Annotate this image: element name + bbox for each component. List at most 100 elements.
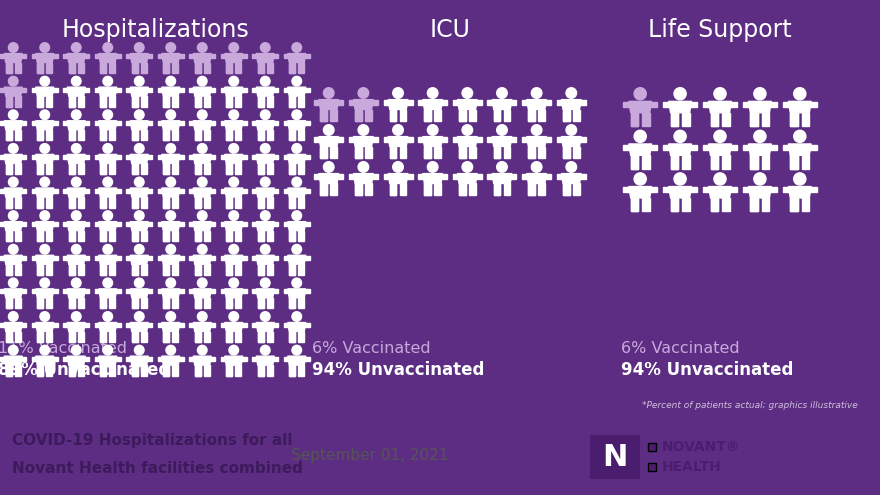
Polygon shape (100, 298, 106, 308)
Polygon shape (77, 163, 84, 174)
Polygon shape (682, 198, 690, 211)
Circle shape (292, 110, 302, 120)
Polygon shape (503, 184, 510, 195)
Polygon shape (194, 323, 211, 332)
Polygon shape (141, 231, 147, 241)
Polygon shape (6, 231, 11, 241)
Polygon shape (109, 332, 115, 342)
Polygon shape (47, 163, 52, 174)
Polygon shape (100, 332, 106, 342)
Polygon shape (235, 130, 241, 140)
Polygon shape (4, 289, 22, 298)
Polygon shape (63, 88, 90, 92)
Polygon shape (37, 163, 43, 174)
Polygon shape (435, 109, 441, 121)
Polygon shape (67, 289, 85, 298)
Polygon shape (492, 99, 512, 109)
Polygon shape (320, 184, 327, 195)
Polygon shape (32, 357, 58, 361)
Polygon shape (235, 197, 241, 207)
Polygon shape (492, 137, 512, 147)
Polygon shape (158, 189, 184, 193)
Polygon shape (47, 197, 52, 207)
Polygon shape (194, 154, 211, 163)
Polygon shape (256, 222, 275, 231)
Polygon shape (288, 222, 305, 231)
Circle shape (566, 88, 576, 99)
Circle shape (40, 144, 49, 153)
Polygon shape (189, 357, 216, 361)
Circle shape (135, 76, 144, 86)
Polygon shape (744, 145, 777, 149)
Text: 94% Unvaccinated: 94% Unvaccinated (621, 361, 794, 379)
Circle shape (166, 110, 175, 120)
Circle shape (166, 43, 175, 52)
Polygon shape (0, 121, 26, 125)
Circle shape (292, 278, 302, 288)
Polygon shape (36, 255, 54, 264)
Polygon shape (298, 332, 304, 342)
Circle shape (428, 125, 438, 135)
Polygon shape (172, 62, 179, 73)
Circle shape (103, 76, 113, 86)
Polygon shape (288, 255, 305, 264)
Text: 6% Vaccinated: 6% Vaccinated (621, 341, 740, 356)
Polygon shape (36, 87, 54, 96)
Circle shape (674, 130, 686, 143)
Polygon shape (527, 174, 546, 184)
Polygon shape (94, 88, 121, 92)
Polygon shape (708, 187, 731, 198)
Polygon shape (235, 332, 241, 342)
Polygon shape (384, 137, 413, 142)
Polygon shape (226, 163, 232, 174)
Polygon shape (77, 231, 84, 241)
Polygon shape (258, 96, 264, 106)
Polygon shape (365, 147, 371, 158)
Circle shape (566, 125, 576, 135)
Polygon shape (388, 174, 408, 184)
Polygon shape (130, 323, 148, 332)
Polygon shape (132, 365, 138, 376)
Circle shape (197, 144, 207, 153)
Polygon shape (172, 365, 179, 376)
Circle shape (71, 43, 81, 52)
Circle shape (9, 278, 18, 288)
Polygon shape (194, 87, 211, 96)
Polygon shape (47, 365, 52, 376)
Polygon shape (788, 187, 811, 198)
Polygon shape (189, 189, 216, 193)
Polygon shape (783, 187, 817, 192)
Polygon shape (459, 147, 466, 158)
Circle shape (197, 43, 207, 52)
Polygon shape (224, 188, 243, 197)
Circle shape (260, 312, 270, 321)
Circle shape (40, 312, 49, 321)
Polygon shape (783, 102, 817, 107)
Polygon shape (194, 197, 201, 207)
Polygon shape (194, 289, 211, 298)
Polygon shape (252, 189, 278, 193)
Circle shape (392, 88, 403, 99)
Text: 6% Vaccinated: 6% Vaccinated (312, 341, 431, 356)
Polygon shape (162, 255, 180, 264)
Polygon shape (354, 137, 373, 147)
Circle shape (229, 346, 238, 355)
Polygon shape (164, 365, 169, 376)
Circle shape (103, 144, 113, 153)
Polygon shape (0, 256, 26, 260)
Polygon shape (682, 113, 690, 126)
Polygon shape (267, 163, 273, 174)
Polygon shape (488, 174, 517, 179)
Polygon shape (32, 323, 58, 327)
Polygon shape (109, 298, 115, 308)
Polygon shape (503, 109, 510, 121)
Polygon shape (15, 332, 21, 342)
Polygon shape (453, 100, 482, 104)
Polygon shape (132, 130, 138, 140)
Circle shape (135, 278, 144, 288)
Polygon shape (320, 109, 327, 121)
Polygon shape (256, 188, 275, 197)
Polygon shape (422, 99, 443, 109)
Circle shape (566, 162, 576, 172)
Polygon shape (63, 357, 90, 361)
